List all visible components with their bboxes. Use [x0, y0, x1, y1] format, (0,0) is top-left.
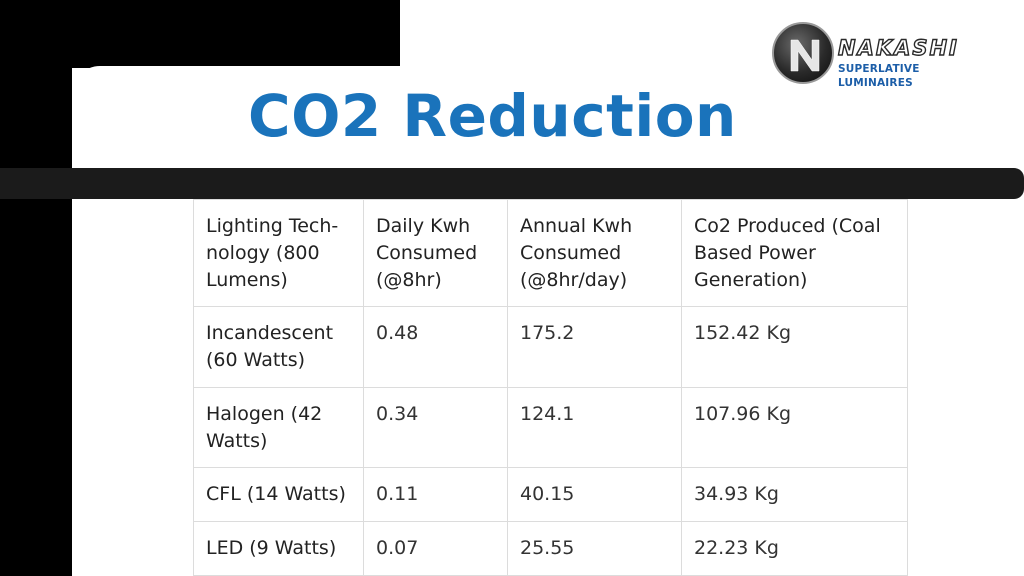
logo-tagline: SUPERLATIVE LUMINAIRES [838, 63, 920, 89]
table-row: Incandescent (60 Watts) 0.48 175.2 152.4… [193, 306, 908, 388]
cell-co2: 152.42 Kg [681, 306, 908, 388]
cell-technology: LED (9 Watts) [193, 521, 364, 576]
cell-annual-kwh: 124.1 [507, 387, 682, 468]
cell-annual-kwh: 25.55 [507, 521, 682, 576]
co2-table-container: Lighting Tech-nology (800 Lumens) Daily … [193, 199, 908, 576]
cell-co2: 22.23 Kg [681, 521, 908, 576]
divider-band [0, 168, 1024, 199]
table-row: Halogen (42 Watts) 0.34 124.1 107.96 Kg [193, 387, 908, 468]
table-row: LED (9 Watts) 0.07 25.55 22.23 Kg [193, 521, 908, 576]
cell-technology: Halogen (42 Watts) [193, 387, 364, 468]
co2-comparison-table: Lighting Tech-nology (800 Lumens) Daily … [193, 199, 908, 576]
cell-co2: 34.93 Kg [681, 467, 908, 522]
background-corner-left [0, 0, 72, 576]
slide-title: CO2 Reduction [248, 82, 737, 150]
n-letter-disc-icon [772, 22, 834, 84]
cell-technology: CFL (14 Watts) [193, 467, 364, 522]
cell-daily-kwh: 0.11 [363, 467, 508, 522]
header-daily-kwh: Daily Kwh Consumed (@8hr) [363, 199, 508, 307]
cell-daily-kwh: 0.34 [363, 387, 508, 468]
header-lighting-technology: Lighting Tech-nology (800 Lumens) [193, 199, 364, 307]
logo-name: NAKASHI [837, 35, 959, 60]
table-header-row: Lighting Tech-nology (800 Lumens) Daily … [193, 199, 908, 307]
cell-annual-kwh: 175.2 [507, 306, 682, 388]
header-annual-kwh: Annual Kwh Consumed (@8hr/day) [507, 199, 682, 307]
cell-annual-kwh: 40.15 [507, 467, 682, 522]
n-letter-glyph [790, 39, 820, 72]
cell-daily-kwh: 0.07 [363, 521, 508, 576]
cell-daily-kwh: 0.48 [363, 306, 508, 388]
table-row: CFL (14 Watts) 0.11 40.15 34.93 Kg [193, 467, 908, 522]
cell-co2: 107.96 Kg [681, 387, 908, 468]
company-logo: NAKASHI SUPERLATIVE LUMINAIRES [770, 20, 992, 89]
header-co2-produced: Co2 Produced (Coal Based Power Generatio… [681, 199, 908, 307]
cell-technology: Incandescent (60 Watts) [193, 306, 364, 388]
